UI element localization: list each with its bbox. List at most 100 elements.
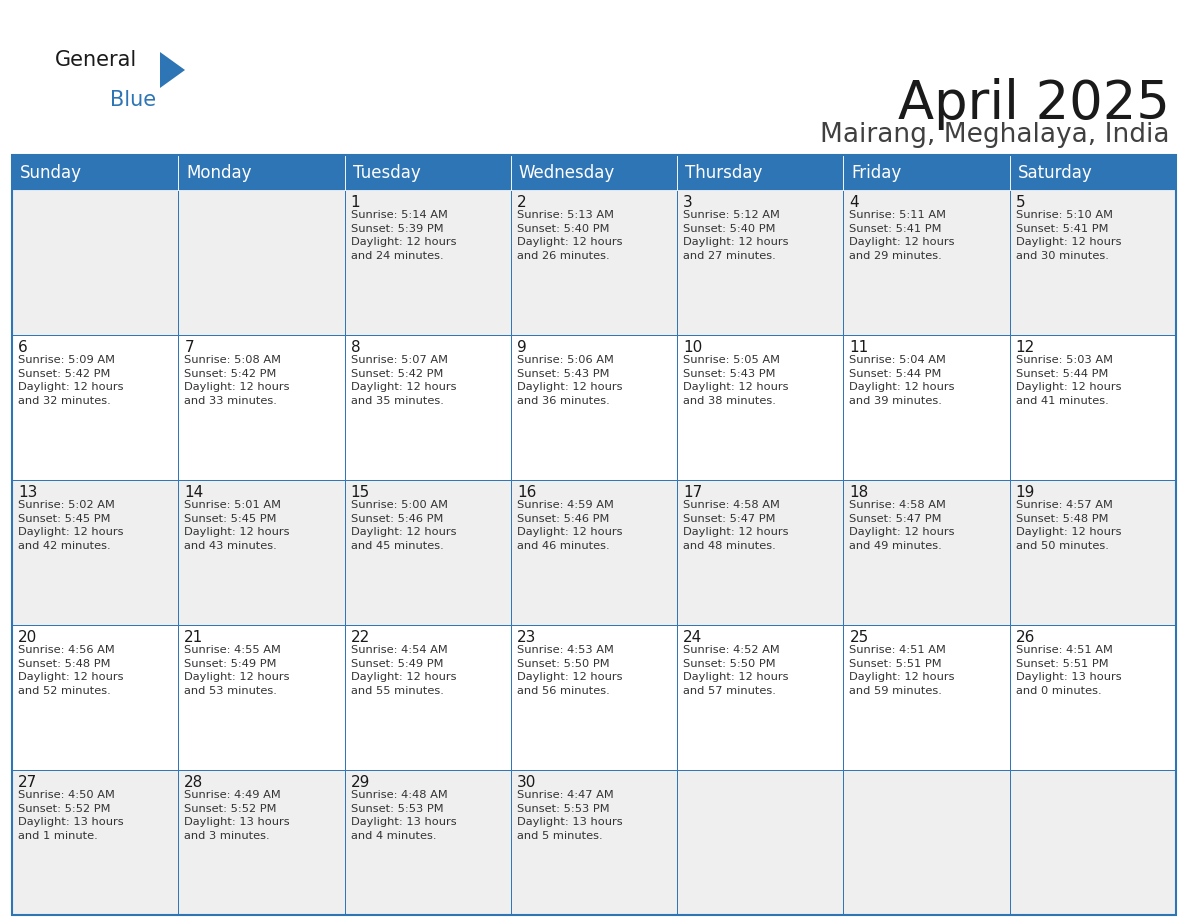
Bar [511,480,677,625]
Bar [345,625,511,770]
Bar [1010,480,1176,625]
Text: 27: 27 [18,775,37,790]
Bar [511,625,677,770]
Text: Sunrise: 4:47 AM
Sunset: 5:53 PM
Daylight: 13 hours
and 5 minutes.: Sunrise: 4:47 AM Sunset: 5:53 PM Dayligh… [517,790,623,841]
Text: General: General [55,50,138,70]
Text: Sunrise: 5:04 AM
Sunset: 5:44 PM
Daylight: 12 hours
and 39 minutes.: Sunrise: 5:04 AM Sunset: 5:44 PM Dayligh… [849,355,955,406]
Bar [677,625,843,770]
Bar [677,480,843,625]
Text: 23: 23 [517,630,536,645]
Text: Sunrise: 5:14 AM
Sunset: 5:39 PM
Daylight: 12 hours
and 24 minutes.: Sunrise: 5:14 AM Sunset: 5:39 PM Dayligh… [350,210,456,261]
Text: Monday: Monday [187,163,252,182]
Text: 9: 9 [517,340,526,355]
Bar [345,770,511,915]
Bar [178,155,345,190]
Text: 26: 26 [1016,630,1035,645]
Text: Sunrise: 5:01 AM
Sunset: 5:45 PM
Daylight: 12 hours
and 43 minutes.: Sunrise: 5:01 AM Sunset: 5:45 PM Dayligh… [184,500,290,551]
Text: 13: 13 [18,485,37,500]
Text: 5: 5 [1016,195,1025,210]
Bar [178,480,345,625]
Text: Mairang, Meghalaya, India: Mairang, Meghalaya, India [821,122,1170,148]
Text: Sunrise: 4:59 AM
Sunset: 5:46 PM
Daylight: 12 hours
and 46 minutes.: Sunrise: 4:59 AM Sunset: 5:46 PM Dayligh… [517,500,623,551]
Bar [1010,155,1176,190]
Text: 11: 11 [849,340,868,355]
Bar [511,155,677,190]
Text: 28: 28 [184,775,203,790]
Bar [178,625,345,770]
Bar [843,480,1010,625]
Text: 8: 8 [350,340,360,355]
Text: 18: 18 [849,485,868,500]
Text: Sunrise: 4:58 AM
Sunset: 5:47 PM
Daylight: 12 hours
and 49 minutes.: Sunrise: 4:58 AM Sunset: 5:47 PM Dayligh… [849,500,955,551]
Text: Sunrise: 4:51 AM
Sunset: 5:51 PM
Daylight: 13 hours
and 0 minutes.: Sunrise: 4:51 AM Sunset: 5:51 PM Dayligh… [1016,645,1121,696]
Bar [511,770,677,915]
Bar [843,770,1010,915]
Bar [12,625,178,770]
Bar [345,335,511,480]
Bar [345,155,511,190]
Text: Sunrise: 5:05 AM
Sunset: 5:43 PM
Daylight: 12 hours
and 38 minutes.: Sunrise: 5:05 AM Sunset: 5:43 PM Dayligh… [683,355,789,406]
Text: 6: 6 [18,340,27,355]
Text: Sunrise: 5:09 AM
Sunset: 5:42 PM
Daylight: 12 hours
and 32 minutes.: Sunrise: 5:09 AM Sunset: 5:42 PM Dayligh… [18,355,124,406]
Text: Sunrise: 4:56 AM
Sunset: 5:48 PM
Daylight: 12 hours
and 52 minutes.: Sunrise: 4:56 AM Sunset: 5:48 PM Dayligh… [18,645,124,696]
Bar [178,770,345,915]
Text: Sunrise: 4:48 AM
Sunset: 5:53 PM
Daylight: 13 hours
and 4 minutes.: Sunrise: 4:48 AM Sunset: 5:53 PM Dayligh… [350,790,456,841]
Text: 7: 7 [184,340,194,355]
Bar [511,335,677,480]
Text: Thursday: Thursday [685,163,763,182]
Text: Sunrise: 4:57 AM
Sunset: 5:48 PM
Daylight: 12 hours
and 50 minutes.: Sunrise: 4:57 AM Sunset: 5:48 PM Dayligh… [1016,500,1121,551]
Bar [511,190,677,335]
Text: Sunrise: 4:50 AM
Sunset: 5:52 PM
Daylight: 13 hours
and 1 minute.: Sunrise: 4:50 AM Sunset: 5:52 PM Dayligh… [18,790,124,841]
Bar [1010,770,1176,915]
Text: April 2025: April 2025 [898,78,1170,130]
Bar [677,770,843,915]
Text: 20: 20 [18,630,37,645]
Bar [1010,335,1176,480]
Text: Sunrise: 4:53 AM
Sunset: 5:50 PM
Daylight: 12 hours
and 56 minutes.: Sunrise: 4:53 AM Sunset: 5:50 PM Dayligh… [517,645,623,696]
Text: 4: 4 [849,195,859,210]
Text: Wednesday: Wednesday [519,163,615,182]
Bar [1010,625,1176,770]
Bar [843,190,1010,335]
Text: Sunrise: 5:00 AM
Sunset: 5:46 PM
Daylight: 12 hours
and 45 minutes.: Sunrise: 5:00 AM Sunset: 5:46 PM Dayligh… [350,500,456,551]
Text: Sunday: Sunday [20,163,82,182]
Text: 14: 14 [184,485,203,500]
Text: Sunrise: 4:49 AM
Sunset: 5:52 PM
Daylight: 13 hours
and 3 minutes.: Sunrise: 4:49 AM Sunset: 5:52 PM Dayligh… [184,790,290,841]
Bar [677,190,843,335]
Text: 21: 21 [184,630,203,645]
Text: 2: 2 [517,195,526,210]
Bar [1010,190,1176,335]
Bar [178,190,345,335]
Text: Sunrise: 5:10 AM
Sunset: 5:41 PM
Daylight: 12 hours
and 30 minutes.: Sunrise: 5:10 AM Sunset: 5:41 PM Dayligh… [1016,210,1121,261]
Text: Sunrise: 4:51 AM
Sunset: 5:51 PM
Daylight: 12 hours
and 59 minutes.: Sunrise: 4:51 AM Sunset: 5:51 PM Dayligh… [849,645,955,696]
Text: Sunrise: 5:11 AM
Sunset: 5:41 PM
Daylight: 12 hours
and 29 minutes.: Sunrise: 5:11 AM Sunset: 5:41 PM Dayligh… [849,210,955,261]
Text: Sunrise: 5:13 AM
Sunset: 5:40 PM
Daylight: 12 hours
and 26 minutes.: Sunrise: 5:13 AM Sunset: 5:40 PM Dayligh… [517,210,623,261]
Text: Sunrise: 4:55 AM
Sunset: 5:49 PM
Daylight: 12 hours
and 53 minutes.: Sunrise: 4:55 AM Sunset: 5:49 PM Dayligh… [184,645,290,696]
Bar [12,190,178,335]
Polygon shape [160,52,185,88]
Bar [178,335,345,480]
Bar [843,155,1010,190]
Text: 12: 12 [1016,340,1035,355]
Text: Sunrise: 5:06 AM
Sunset: 5:43 PM
Daylight: 12 hours
and 36 minutes.: Sunrise: 5:06 AM Sunset: 5:43 PM Dayligh… [517,355,623,406]
Bar [12,770,178,915]
Bar [345,190,511,335]
Text: 22: 22 [350,630,369,645]
Bar [677,155,843,190]
Bar [843,625,1010,770]
Text: 24: 24 [683,630,702,645]
Text: Sunrise: 4:54 AM
Sunset: 5:49 PM
Daylight: 12 hours
and 55 minutes.: Sunrise: 4:54 AM Sunset: 5:49 PM Dayligh… [350,645,456,696]
Text: Sunrise: 5:08 AM
Sunset: 5:42 PM
Daylight: 12 hours
and 33 minutes.: Sunrise: 5:08 AM Sunset: 5:42 PM Dayligh… [184,355,290,406]
Text: Sunrise: 4:52 AM
Sunset: 5:50 PM
Daylight: 12 hours
and 57 minutes.: Sunrise: 4:52 AM Sunset: 5:50 PM Dayligh… [683,645,789,696]
Text: Sunrise: 5:02 AM
Sunset: 5:45 PM
Daylight: 12 hours
and 42 minutes.: Sunrise: 5:02 AM Sunset: 5:45 PM Dayligh… [18,500,124,551]
Text: Sunrise: 4:58 AM
Sunset: 5:47 PM
Daylight: 12 hours
and 48 minutes.: Sunrise: 4:58 AM Sunset: 5:47 PM Dayligh… [683,500,789,551]
Text: 10: 10 [683,340,702,355]
Text: Blue: Blue [110,90,156,110]
Text: Sunrise: 5:07 AM
Sunset: 5:42 PM
Daylight: 12 hours
and 35 minutes.: Sunrise: 5:07 AM Sunset: 5:42 PM Dayligh… [350,355,456,406]
Bar [843,335,1010,480]
Text: 25: 25 [849,630,868,645]
Text: 3: 3 [683,195,693,210]
Text: Saturday: Saturday [1018,163,1093,182]
Text: 1: 1 [350,195,360,210]
Bar [12,155,1176,915]
